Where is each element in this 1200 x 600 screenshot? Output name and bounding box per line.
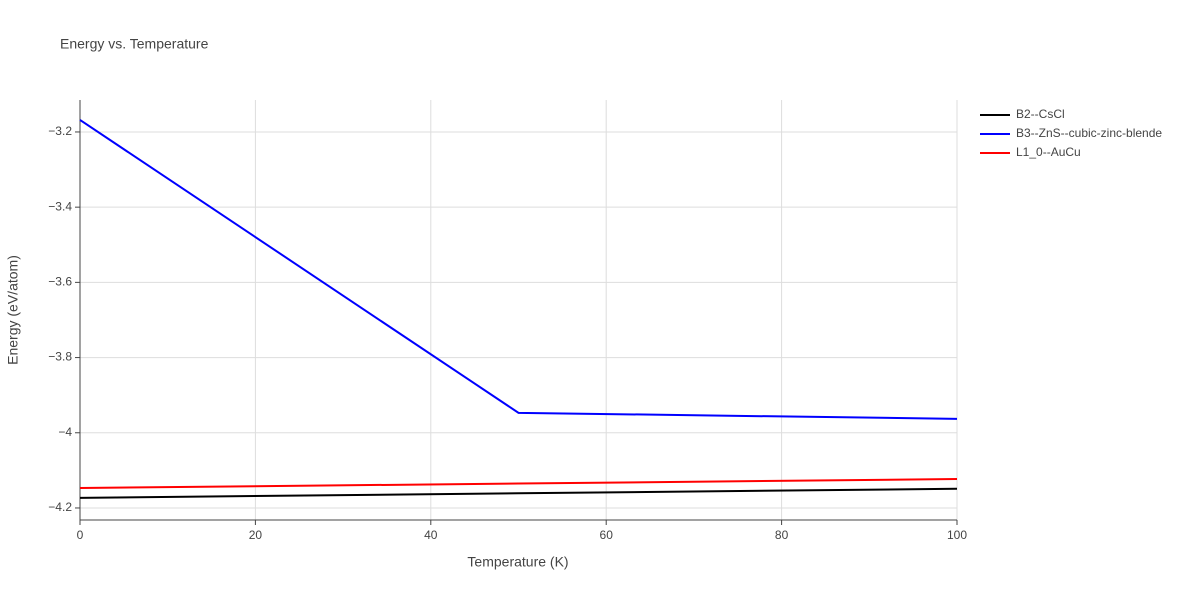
x-tick-label: 0 bbox=[77, 528, 84, 542]
y-tick-label: −3.2 bbox=[48, 124, 72, 138]
y-tick-label: −3.4 bbox=[48, 199, 72, 213]
series-line bbox=[79, 119, 958, 420]
y-tick-label: −3.8 bbox=[48, 350, 72, 364]
x-axis-title: Temperature (K) bbox=[467, 554, 568, 570]
x-tick-label: 40 bbox=[424, 528, 438, 542]
series-line bbox=[79, 478, 958, 490]
legend-label: B2--CsCl bbox=[1016, 107, 1065, 121]
legend-label: B3--ZnS--cubic-zinc-blende bbox=[1016, 126, 1162, 140]
y-axis-title: Energy (eV/atom) bbox=[5, 255, 21, 365]
legend-label: L1_0--AuCu bbox=[1016, 145, 1081, 159]
y-tick-label: −4.2 bbox=[48, 500, 72, 514]
chart-title: Energy vs. Temperature bbox=[60, 36, 209, 52]
x-tick-label: 100 bbox=[947, 528, 967, 542]
x-tick-label: 60 bbox=[600, 528, 614, 542]
y-tick-label: −4 bbox=[58, 425, 72, 439]
series-line bbox=[79, 487, 958, 499]
x-tick-label: 80 bbox=[775, 528, 789, 542]
x-tick-label: 20 bbox=[249, 528, 263, 542]
y-tick-label: −3.6 bbox=[48, 275, 72, 289]
